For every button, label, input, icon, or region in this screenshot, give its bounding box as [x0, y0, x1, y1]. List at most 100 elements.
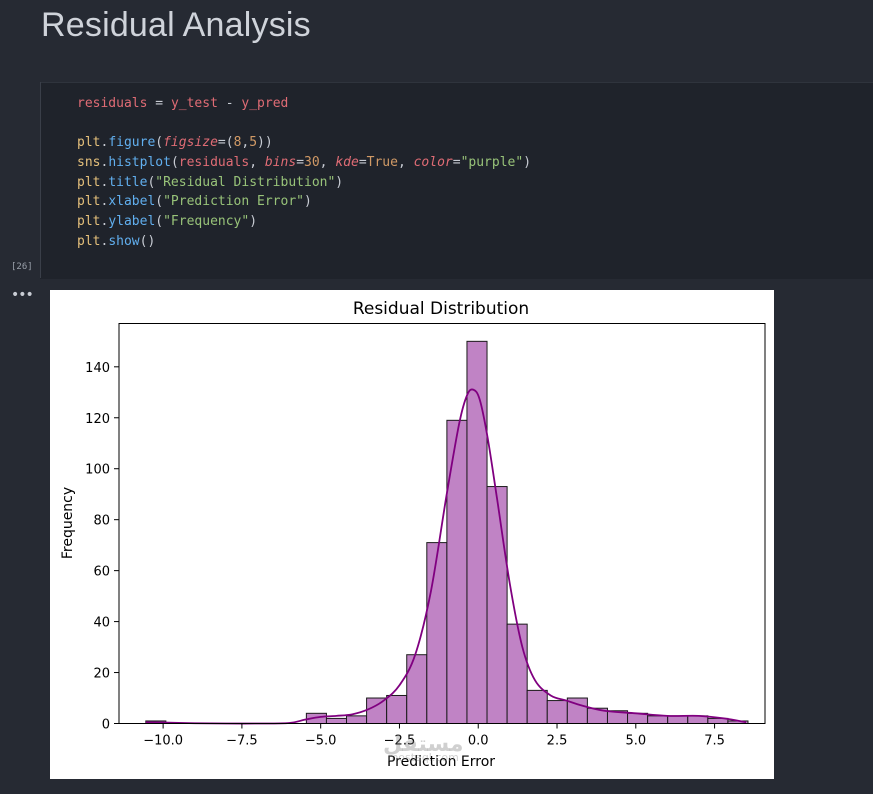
code-token: ,	[249, 155, 265, 171]
histogram-bar	[325, 717, 348, 724]
plot-frame	[118, 323, 766, 724]
histogram-bar	[647, 715, 669, 725]
histogram-bar	[366, 697, 388, 724]
code-token: .	[100, 155, 109, 171]
code-token: (	[170, 155, 179, 171]
code-token: (	[155, 135, 164, 151]
x-tick-label: −10.0	[143, 734, 183, 749]
code-token: (	[147, 174, 156, 190]
chart-title: Residual Distribution	[353, 299, 529, 319]
code-line[interactable]	[77, 114, 531, 134]
y-tick-label: 100	[85, 463, 110, 478]
ellipsis-icon[interactable]: •••	[11, 287, 34, 303]
kde-curve	[145, 388, 747, 725]
histogram-bar	[546, 700, 568, 725]
code-token: .	[100, 194, 109, 210]
code-token: ,	[319, 155, 336, 171]
code-token: y_pred	[241, 96, 289, 111]
histogram-bar	[506, 623, 528, 724]
code-line[interactable]: plt.show()	[77, 232, 531, 252]
code-token: "Frequency"	[163, 214, 250, 230]
code-token: residuals	[77, 96, 148, 111]
x-tick-label: −2.5	[384, 734, 416, 749]
cell-output: −10.0 −7.5 −5.0 −2.5 0.0 2.5 5.0 7.5 0 20 40 60 80 1…	[50, 290, 774, 779]
x-tick-label: −7.5	[226, 734, 258, 749]
histogram-bar	[466, 340, 488, 725]
code-token: )	[304, 194, 312, 210]
code-token: xlabel	[108, 194, 156, 210]
code-token: True	[366, 155, 398, 171]
y-axis-label: Frequency	[60, 487, 76, 559]
code-token: ))	[257, 135, 273, 151]
code-token: =	[147, 96, 171, 111]
x-axis-label: Prediction Error	[387, 754, 495, 770]
x-tick-label: −5.0	[305, 734, 337, 749]
code-token: plt	[77, 174, 101, 190]
code-token: histplot	[108, 155, 171, 171]
code-line[interactable]: plt.figure(figsize=(8,5))	[77, 133, 531, 153]
histogram-bar	[667, 715, 689, 725]
x-tick-label: 7.5	[704, 734, 725, 749]
code-token: bins	[264, 155, 297, 171]
code-token: =	[296, 155, 305, 171]
histogram-bar	[346, 715, 368, 725]
code-token: show	[108, 233, 140, 249]
execution-count: [26]	[11, 262, 33, 272]
code-token: "purple"	[460, 155, 524, 171]
notebook-heading: Residual Analysis	[41, 6, 311, 44]
watermark-latin: mostaql.com	[387, 751, 459, 764]
code-token: ()	[139, 233, 156, 249]
code-token: ,	[241, 135, 250, 151]
code-token: ,	[397, 155, 414, 171]
code-token: =	[452, 155, 461, 171]
code-token: ylabel	[108, 214, 156, 230]
code-token: .	[100, 214, 109, 230]
code-token: 30	[304, 155, 320, 171]
y-tick-label: 60	[93, 565, 110, 580]
watermark-logo: مستقل mostaql.com	[383, 732, 463, 764]
code-token: =	[358, 155, 367, 171]
code-token: .	[100, 233, 109, 249]
code-token: figsize	[163, 135, 218, 151]
code-token: "Residual Distribution"	[155, 174, 336, 190]
code-token: title	[108, 174, 148, 190]
code-token: (	[155, 194, 164, 210]
code-line[interactable]: plt.title("Residual Distribution")	[77, 173, 531, 193]
code-token: color	[413, 155, 453, 171]
histogram-bar	[446, 419, 468, 725]
code-token: )	[335, 174, 344, 190]
code-token: 8	[233, 135, 242, 151]
histogram-bar	[526, 689, 548, 724]
code-token: )	[523, 155, 532, 171]
code-token: -	[217, 96, 242, 111]
cell-focus-border	[40, 82, 41, 278]
code-token: plt	[77, 194, 101, 210]
code-token: sns	[77, 155, 101, 171]
code-editor[interactable]: residuals = y_test - y_pred plt.figure(f…	[77, 94, 531, 252]
code-token: residuals	[178, 155, 250, 171]
code-token: y_test	[170, 96, 218, 111]
code-token: .	[100, 135, 109, 151]
code-line[interactable]: plt.ylabel("Frequency")	[77, 212, 531, 232]
code-token: figure	[108, 135, 156, 151]
code-token: plt	[77, 233, 101, 249]
code-line[interactable]: plt.xlabel("Prediction Error")	[77, 192, 531, 212]
y-tick-label: 120	[85, 412, 110, 427]
code-token: plt	[77, 135, 101, 151]
histogram-bar	[386, 694, 408, 724]
x-tick-label: 2.5	[547, 734, 568, 749]
code-token: kde	[335, 155, 359, 171]
code-token: .	[100, 174, 109, 190]
code-cell[interactable]	[40, 82, 873, 279]
cell-gutter	[0, 82, 40, 278]
code-token: "Prediction Error"	[163, 194, 304, 210]
code-line[interactable]: residuals = y_test - y_pred	[77, 94, 531, 114]
x-tick-label: 0.0	[468, 734, 489, 749]
code-line[interactable]: sns.histplot(residuals, bins=30, kde=Tru…	[77, 153, 531, 173]
code-token: =(	[217, 135, 234, 151]
code-token: (	[155, 214, 164, 230]
histogram-bar	[406, 654, 428, 725]
histogram-chart: −10.0 −7.5 −5.0 −2.5 0.0 2.5 5.0 7.5 0 20 40 60 80 1…	[60, 299, 766, 770]
y-tick-label: 20	[93, 667, 110, 682]
code-token: 5	[249, 135, 258, 151]
